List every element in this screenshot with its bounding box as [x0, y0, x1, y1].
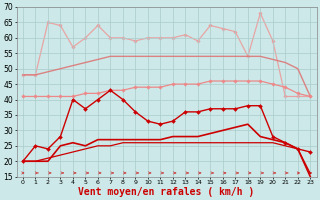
- X-axis label: Vent moyen/en rafales ( km/h ): Vent moyen/en rafales ( km/h ): [78, 187, 255, 197]
